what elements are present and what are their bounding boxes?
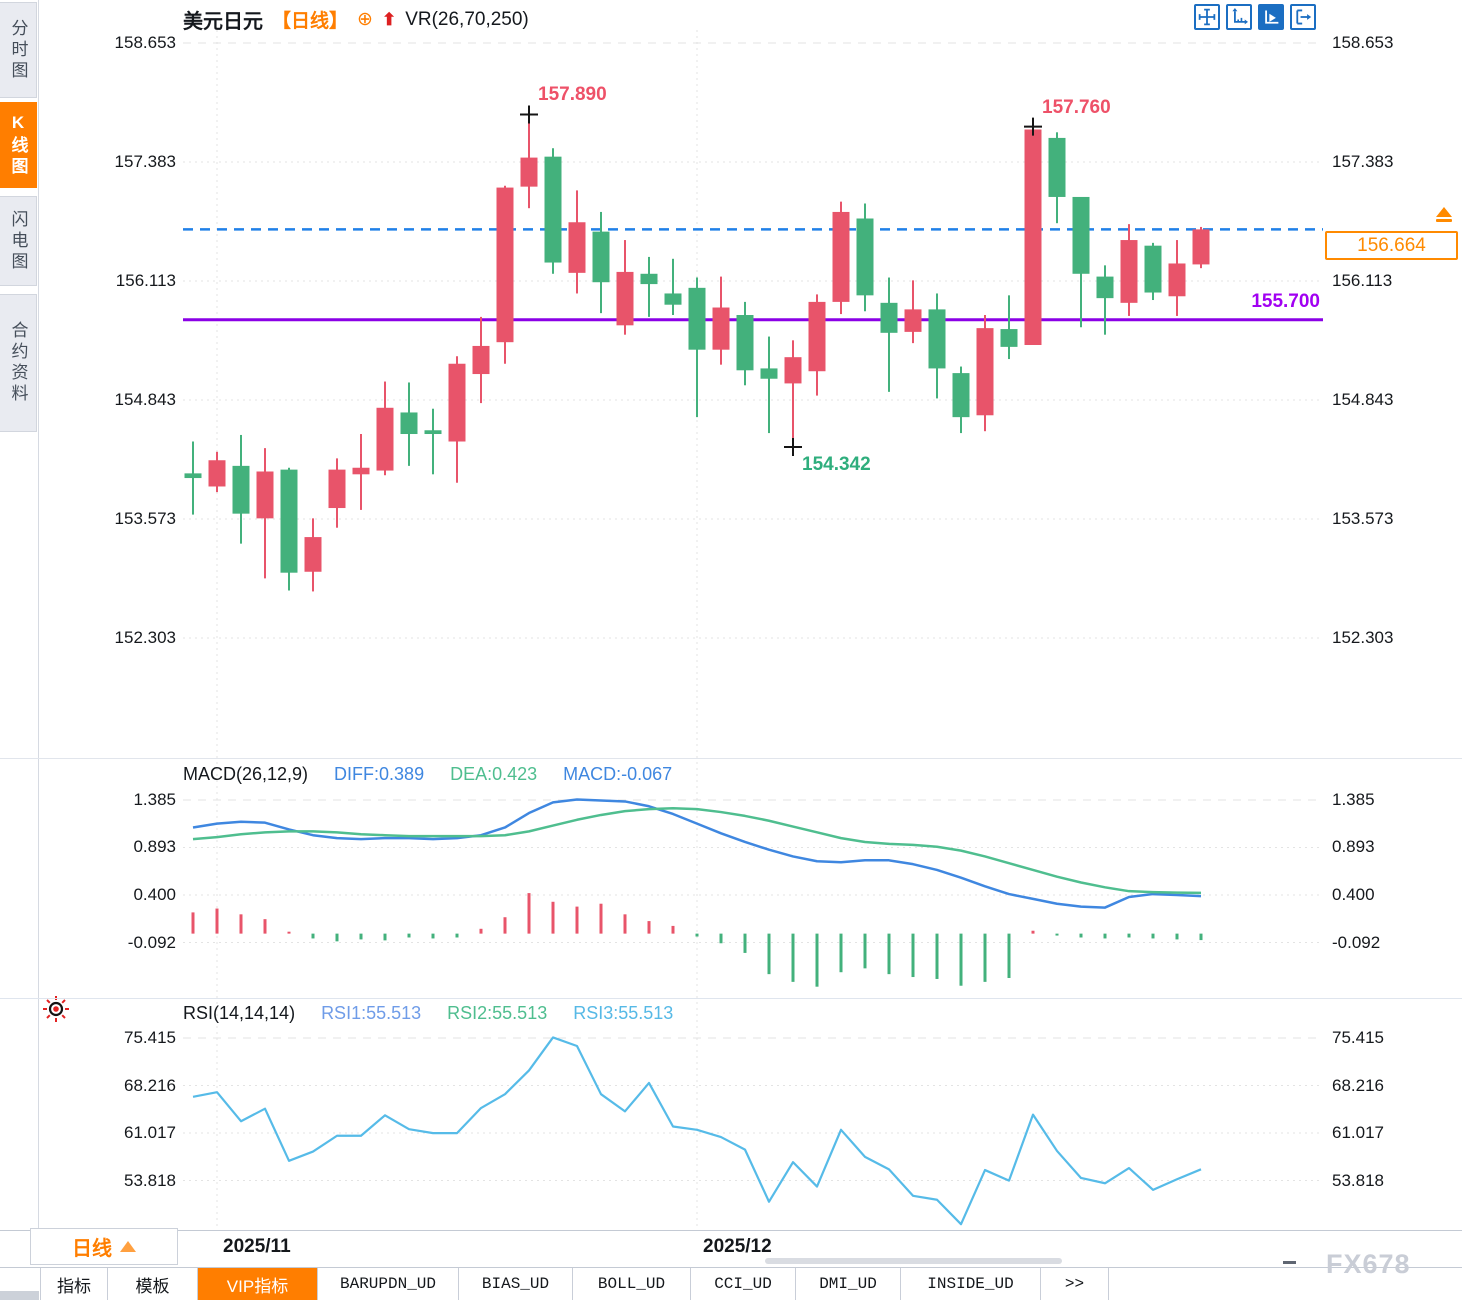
rsi3-value: RSI3:55.513 — [573, 1003, 674, 1023]
rsi-title: RSI(14,14,14) — [183, 1003, 296, 1023]
axis-tick-label: 0.893 — [1332, 837, 1375, 857]
panel-divider — [0, 1230, 1462, 1231]
chart-toolbar — [1194, 4, 1316, 30]
axis-tick-label: 158.653 — [1332, 33, 1394, 52]
axis-tick-label: 75.415 — [124, 1028, 176, 1047]
sidebar-item-time-chart[interactable]: 分时图 — [0, 2, 37, 98]
axis-tick-label: 75.415 — [1332, 1028, 1384, 1047]
sidebar-item-lightning-chart[interactable]: 闪电图 — [0, 196, 37, 286]
pointer-axis-icon[interactable] — [1258, 4, 1284, 30]
axis-tick-label: 158.653 — [114, 33, 176, 52]
axis-tick-label: -0.092 — [127, 932, 176, 952]
axis-tick-label: 61.017 — [124, 1123, 176, 1142]
tab-cci_ud[interactable]: CCI_UD — [691, 1268, 796, 1300]
watermark: FX678 — [1326, 1249, 1411, 1279]
price-extreme-annotation: 154.342 — [802, 453, 871, 475]
axis-tick-label: 61.017 — [1332, 1123, 1384, 1142]
axis-tick-label: 0.400 — [133, 885, 176, 905]
sidebar-item-candle-chart[interactable]: K线图 — [0, 102, 37, 188]
macd-title: MACD(26,12,9) — [183, 764, 309, 784]
price-up-marker-icon — [1436, 207, 1452, 222]
up-arrow-icon: ⬆ — [381, 9, 397, 29]
tab-boll_ud[interactable]: BOLL_UD — [573, 1268, 691, 1300]
sidebar-item-label: K线图 — [8, 112, 28, 178]
horizontal-scrollbar[interactable] — [765, 1258, 1062, 1264]
tab-bias_ud[interactable]: BIAS_UD — [459, 1268, 573, 1300]
rsi1-value: RSI1:55.513 — [321, 1003, 422, 1023]
current-price-box: 156.664 — [1325, 231, 1458, 260]
sidebar-item-label: 合约资料 — [8, 321, 28, 405]
axis-tick-label: 157.383 — [1332, 152, 1394, 171]
price-extreme-annotation: 157.890 — [538, 84, 607, 106]
crosshair-icon[interactable] — [1194, 4, 1220, 30]
axis-tick-label: 53.818 — [1332, 1170, 1384, 1190]
circle-plus-icon[interactable]: ⊕ — [357, 9, 373, 30]
triangle-up-icon — [120, 1241, 136, 1252]
axis-tick-label: 0.893 — [133, 837, 176, 857]
tab-[interactable]: >> — [1041, 1268, 1109, 1300]
symbol-name: 美元日元 — [183, 11, 263, 33]
tab-inside_ud[interactable]: INSIDE_UD — [901, 1268, 1041, 1300]
corner-block — [0, 1291, 39, 1300]
axis-tick-label: -0.092 — [1332, 932, 1381, 952]
month-axis-label: 2025/11 — [223, 1236, 291, 1257]
tab-vip指标[interactable]: VIP指标 — [198, 1268, 318, 1300]
indicator-tab-bar: 指标 模板 VIP指标 BARUPDN_UD BIAS_UD BOLL_UD CCI_UD D… — [40, 1268, 1109, 1300]
macd-bar-value: MACD:-0.067 — [563, 764, 673, 784]
axis-tick-label: 1.385 — [1332, 790, 1375, 809]
axis-tick-label: 53.818 — [124, 1170, 176, 1190]
exit-right-icon[interactable] — [1290, 4, 1316, 30]
panel-divider — [0, 1267, 1462, 1268]
panel-divider — [0, 758, 1462, 759]
macd-diff-value: DIFF:0.389 — [334, 764, 425, 784]
axis-tick-label: 156.113 — [1332, 271, 1393, 290]
tab-dmi_ud[interactable]: DMI_UD — [796, 1268, 901, 1300]
tab-barupdn_ud[interactable]: BARUPDN_UD — [318, 1268, 459, 1300]
scrollbar-indicator[interactable] — [1283, 1261, 1296, 1264]
chart-title: 美元日元 【日线】 ⊕ ⬆ VR(26,70,250) — [183, 5, 529, 34]
rsi-header: RSI(14,14,14) RSI1:55.513 RSI2:55.513 RS… — [183, 1003, 673, 1024]
axis-tick-label: 152.303 — [114, 628, 176, 647]
axis-tick-label: 1.385 — [133, 790, 176, 809]
axis-tick-label: 157.383 — [114, 152, 176, 171]
axis-tick-label: 153.573 — [1332, 509, 1394, 528]
axis-tick-label: 156.113 — [115, 271, 176, 290]
period-selector-button[interactable]: 日线 — [30, 1228, 178, 1265]
axis-tick-label: 153.573 — [114, 509, 176, 528]
axes-scale-icon[interactable] — [1226, 4, 1252, 30]
axis-tick-label: 154.843 — [114, 390, 176, 409]
sidebar-item-label: 闪电图 — [8, 209, 28, 273]
axis-tick-label: 154.843 — [1332, 390, 1394, 409]
indicator-label[interactable]: VR(26,70,250) — [405, 8, 529, 30]
axis-tick-label: 68.216 — [124, 1075, 176, 1095]
axis-tick-label: 152.303 — [1332, 628, 1394, 647]
period-tag[interactable]: 【日线】 — [272, 11, 349, 32]
macd-dea-value: DEA:0.423 — [450, 764, 538, 784]
rsi2-value: RSI2:55.513 — [447, 1003, 548, 1023]
price-extreme-annotation: 157.760 — [1042, 96, 1111, 118]
period-label: 日线 — [72, 1238, 112, 1260]
tab-模板[interactable]: 模板 — [108, 1268, 198, 1300]
sidebar-item-label: 分时图 — [8, 18, 28, 82]
axis-tick-label: 68.216 — [1332, 1075, 1384, 1095]
panel-divider — [0, 998, 1462, 999]
axis-tick-label: 0.400 — [1332, 885, 1375, 905]
sidebar-item-contract-info[interactable]: 合约资料 — [0, 294, 37, 432]
tab-指标[interactable]: 指标 — [41, 1268, 108, 1300]
sidebar-divider — [38, 0, 39, 1230]
month-axis-label: 2025/12 — [703, 1236, 772, 1257]
support-price-label: 155.700 — [1251, 291, 1320, 312]
macd-header: MACD(26,12,9) DIFF:0.389 DEA:0.423 MACD:… — [183, 764, 672, 785]
sun-icon[interactable] — [41, 994, 71, 1024]
